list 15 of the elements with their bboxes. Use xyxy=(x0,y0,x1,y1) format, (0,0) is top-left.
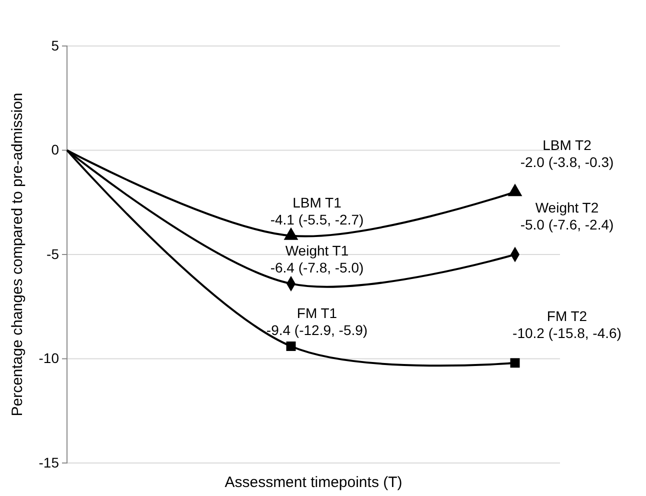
data-label: LBM T1 -4.1 (-5.5, -2.7) xyxy=(270,194,364,228)
y-axis-title: Percentage changes compared to pre-admission xyxy=(9,92,26,416)
y-tick-label: 0 xyxy=(51,142,60,158)
data-label: Weight T2 -5.0 (-7.6, -2.4) xyxy=(520,200,614,232)
y-tick-label: -10 xyxy=(38,350,60,366)
y-tick-label: 5 xyxy=(51,37,60,54)
y-tick-label: -5 xyxy=(46,246,60,262)
point xyxy=(286,341,296,351)
point xyxy=(510,358,520,368)
data-label: Weight T1 -6.4 (-7.8, -5.0) xyxy=(270,242,364,276)
y-tick-label: -15 xyxy=(38,454,60,470)
x-axis-title: Assessment timepoints (T) xyxy=(224,474,402,491)
data-label: LBM T2 -2.0 (-3.8, -0.3) xyxy=(520,136,614,170)
data-label: FM T2 -10.2 (-15.8, -4.6) xyxy=(512,308,622,341)
data-label: FM T1 -9.4 (-12.9, -5.9) xyxy=(266,305,368,338)
